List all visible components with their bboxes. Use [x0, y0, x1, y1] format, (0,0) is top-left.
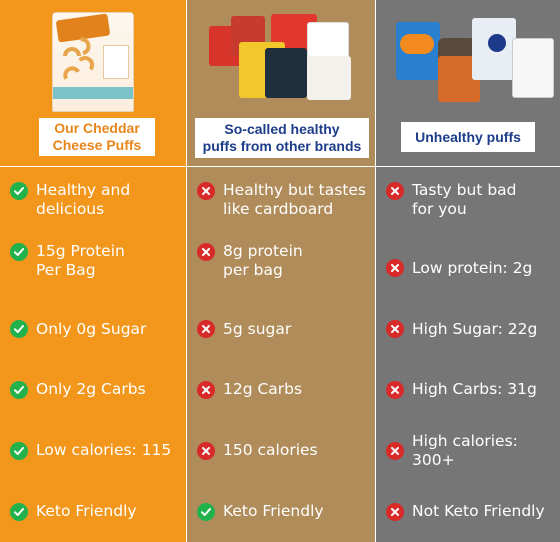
column-rows-our-puffs: Healthy and delicious 15g Protein Per Bag…	[0, 167, 186, 542]
divider	[0, 166, 560, 167]
header-other-brands: So-called healthy puffs from other brand…	[187, 0, 375, 166]
comparison-row: Healthy and delicious	[0, 177, 186, 238]
check-icon	[10, 182, 28, 200]
comparison-row: 150 calories	[187, 420, 375, 481]
row-text: 150 calories	[223, 441, 318, 460]
row-text: Only 0g Sugar	[36, 319, 147, 338]
cross-icon	[386, 182, 404, 200]
comparison-row: Keto Friendly	[0, 481, 186, 542]
product-package-image	[307, 56, 351, 100]
header-unhealthy-puffs: Unhealthy puffs	[376, 0, 560, 166]
row-text: 8g protein per bag	[223, 241, 303, 279]
comparison-row: High calories: 300+	[376, 420, 560, 481]
cross-icon	[197, 380, 215, 399]
row-text: Low protein: 2g	[412, 258, 533, 277]
divider	[375, 167, 376, 542]
check-icon	[197, 502, 215, 521]
cross-icon	[197, 441, 215, 460]
cross-icon	[197, 320, 215, 339]
comparison-row: High Carbs: 31g	[376, 360, 560, 421]
cross-icon	[386, 441, 404, 460]
row-text: Keto Friendly	[36, 502, 137, 521]
product-logo-image	[400, 34, 434, 54]
cross-icon	[386, 320, 404, 339]
puff-shape	[78, 52, 98, 71]
comparison-row: Keto Friendly	[187, 481, 375, 542]
row-text: Healthy but tastes like cardboard	[223, 181, 367, 218]
comparison-row: Healthy but tastes like cardboard	[187, 177, 375, 238]
column-rows-unhealthy-puffs: Tasty but bad for you Low protein: 2g High…	[376, 167, 560, 542]
column-title-our-puffs: Our Cheddar Cheese Puffs	[39, 118, 155, 156]
row-text: Only 2g Carbs	[36, 380, 146, 399]
schoolyard-snacks-bag-image	[52, 12, 134, 112]
row-text: 5g sugar	[223, 319, 292, 338]
column-title-other-brands: So-called healthy puffs from other brand…	[195, 118, 369, 158]
row-text: High calories: 300+	[412, 431, 518, 469]
row-text: High Sugar: 22g	[412, 319, 538, 338]
column-rows-other-brands: Healthy but tastes like cardboard 8g prot…	[187, 167, 375, 542]
comparison-row: Only 0g Sugar	[0, 299, 186, 360]
cross-icon	[386, 259, 404, 278]
comparison-row: Low calories: 115	[0, 420, 186, 481]
comparison-row: Tasty but bad for you	[376, 177, 560, 238]
divider	[186, 0, 187, 166]
bag-stripe	[53, 87, 133, 99]
bag-info-panel	[103, 45, 129, 79]
check-icon	[10, 242, 28, 261]
row-text: 15g Protein Per Bag	[36, 241, 125, 279]
row-text: Tasty but bad for you	[412, 181, 517, 218]
product-package-image	[265, 48, 307, 98]
comparison-row: 12g Carbs	[187, 360, 375, 421]
cross-icon	[386, 502, 404, 521]
check-icon	[10, 380, 28, 399]
divider	[186, 167, 187, 542]
puff-shape	[63, 47, 81, 56]
puff-shape	[59, 63, 81, 80]
row-text: Low calories: 115	[36, 441, 172, 460]
puff-shape	[80, 35, 92, 56]
comparison-row: Only 2g Carbs	[0, 360, 186, 421]
check-icon	[10, 502, 28, 521]
comparison-row: 5g sugar	[187, 299, 375, 360]
comparison-row: High Sugar: 22g	[376, 299, 560, 360]
cross-icon	[197, 182, 215, 200]
comparison-row: 15g Protein Per Bag	[0, 238, 186, 299]
row-text: 12g Carbs	[223, 380, 303, 399]
comparison-row: Not Keto Friendly	[376, 481, 560, 542]
divider	[375, 0, 376, 166]
comparison-row: 8g protein per bag	[187, 238, 375, 299]
row-text: Healthy and delicious	[36, 181, 131, 218]
cross-icon	[197, 242, 215, 261]
product-package-image	[512, 38, 554, 98]
product-logo-image	[488, 34, 506, 52]
comparison-row: Low protein: 2g	[376, 238, 560, 299]
row-text: High Carbs: 31g	[412, 380, 537, 399]
check-icon	[10, 441, 28, 460]
row-text: Keto Friendly	[223, 502, 324, 521]
cross-icon	[386, 380, 404, 399]
check-icon	[10, 320, 28, 339]
header-our-puffs: Our Cheddar Cheese Puffs	[0, 0, 186, 166]
column-title-unhealthy-puffs: Unhealthy puffs	[401, 122, 535, 152]
row-text: Not Keto Friendly	[412, 502, 545, 521]
